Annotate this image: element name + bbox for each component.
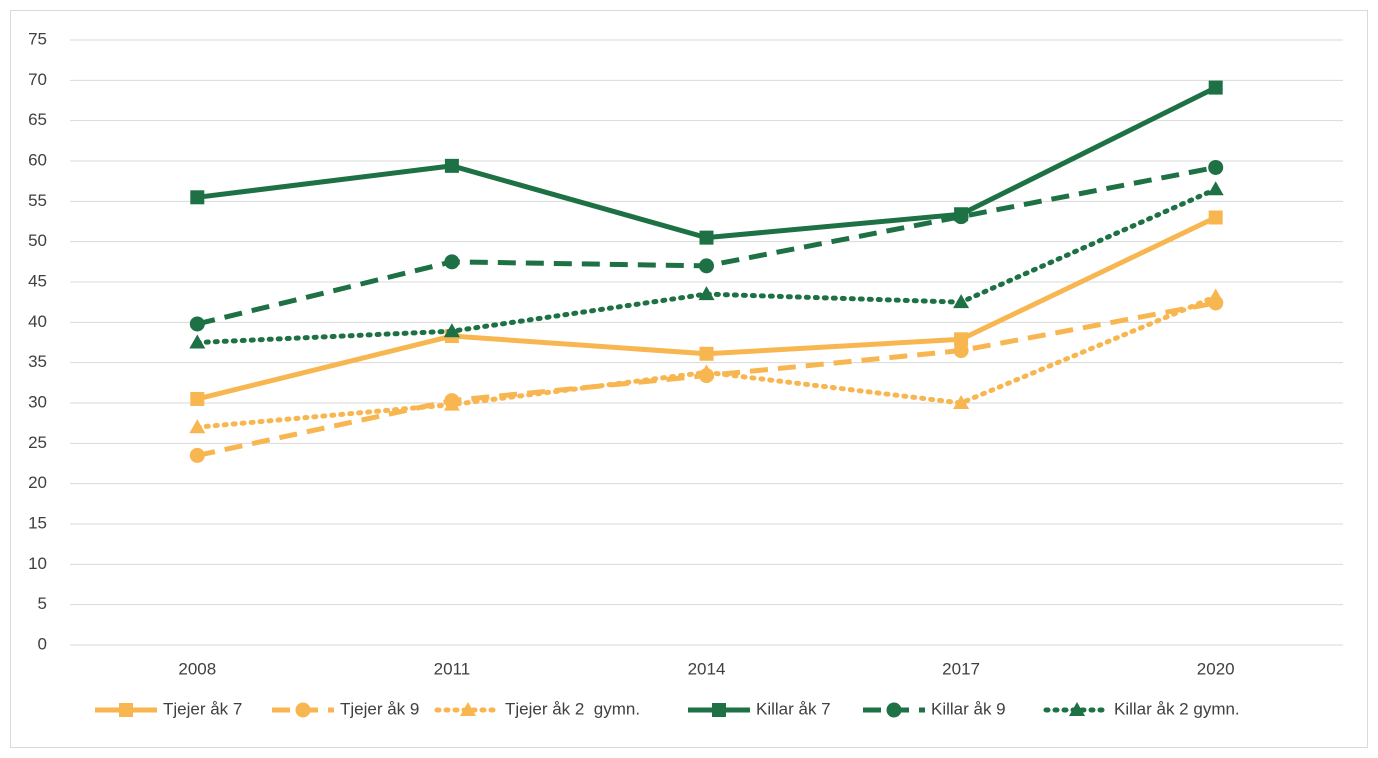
marker [444,158,459,173]
marker [189,447,205,463]
x-tick-label: 2008 [178,659,216,678]
marker [1207,181,1224,196]
marker [953,395,970,409]
legend-entry: Tjejer åk 7 [95,699,242,718]
y-tick-label: 30 [28,392,47,411]
marker [1207,288,1224,303]
y-tick-label: 15 [28,513,47,532]
marker [699,230,714,245]
y-tick-label: 65 [28,110,47,129]
marker [1208,80,1223,95]
legend-label: Killar åk 9 [931,699,1006,718]
y-tick-label: 40 [28,312,47,331]
chart-border [10,10,1368,748]
legend-label: Tjejer åk 7 [163,699,242,718]
x-tick-label: 2020 [1197,659,1235,678]
marker [443,396,460,411]
marker [190,190,205,205]
legend-entry: Killar åk 7 [688,699,831,718]
y-tick-label: 45 [28,271,47,290]
marker [189,419,206,434]
marker [119,703,133,717]
marker [189,334,206,349]
legend-label: Killar åk 7 [756,699,831,718]
legend-entry: Killar åk 9 [863,699,1006,718]
legend-entry: Tjejer åk 2 gymn. [434,699,640,718]
marker [1208,210,1223,225]
marker [295,702,311,718]
marker [460,702,476,716]
marker [953,343,969,359]
marker [699,258,714,274]
x-tick-label: 2017 [942,659,980,678]
legend-label: Killar åk 2 gymn. [1114,699,1240,718]
y-tick-label: 50 [28,231,47,250]
y-tick-label: 60 [28,150,47,169]
legend-label: Tjejer åk 9 [340,699,419,718]
y-tick-label: 25 [28,433,47,452]
marker [1208,159,1224,175]
marker [698,364,715,379]
y-tick-label: 55 [28,191,47,210]
legend-entry: Tjejer åk 9 [272,699,419,718]
y-tick-label: 70 [28,70,47,89]
marker [953,294,970,309]
x-tick-label: 2014 [688,659,726,678]
y-tick-label: 10 [28,554,47,573]
y-tick-label: 0 [38,634,47,653]
marker [712,703,726,717]
marker [190,391,205,406]
y-tick-label: 35 [28,352,47,371]
marker [953,209,969,225]
legend-label: Tjejer åk 2 gymn. [505,699,640,718]
marker [189,316,205,332]
legend-entry: Killar åk 2 gymn. [1043,699,1240,718]
y-tick-label: 75 [28,29,47,48]
x-tick-label: 2011 [434,659,471,678]
marker [1069,702,1085,716]
marker [698,286,715,301]
marker [443,323,460,338]
y-tick-label: 20 [28,473,47,492]
marker [444,254,460,270]
marker [954,332,969,347]
y-tick-label: 5 [38,594,47,613]
marker [699,346,714,361]
marker [886,702,902,718]
